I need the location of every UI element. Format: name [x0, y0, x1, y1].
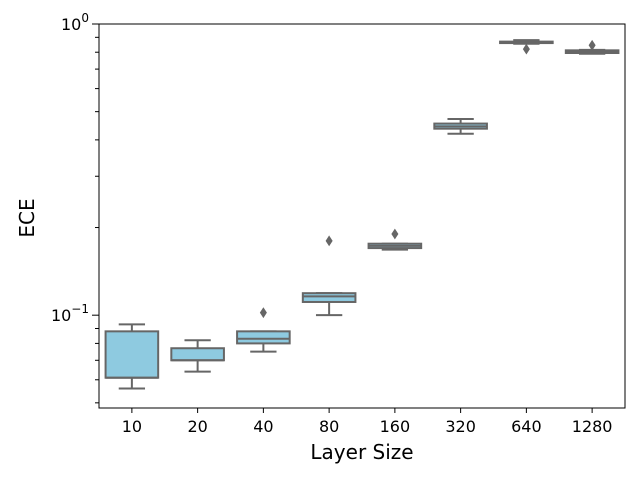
- outlier-marker: [391, 228, 399, 240]
- x-tick-label: 1280: [572, 417, 613, 436]
- box-group-40: [236, 307, 291, 353]
- box-group-10: [104, 323, 160, 390]
- x-tick-label: 640: [511, 417, 542, 436]
- box-iqr: [170, 347, 225, 362]
- box-iqr: [236, 330, 291, 345]
- box-group-1280: [564, 39, 620, 55]
- box-group-320: [433, 117, 488, 135]
- x-tick-label: 80: [319, 417, 339, 436]
- box-group-160: [367, 228, 423, 251]
- plot-frame: [98, 23, 626, 409]
- x-axis-label: Layer Size: [310, 440, 413, 464]
- x-tick-label: 20: [187, 417, 207, 436]
- axes-layer: 10 20 40 80 160 320 640 1280 10−1 100: [51, 11, 626, 436]
- x-tick-label: 160: [380, 417, 411, 436]
- box-group-80: [301, 235, 357, 317]
- outlier-marker: [522, 43, 530, 55]
- box-group-20: [170, 339, 225, 373]
- box-group-640: [499, 39, 554, 55]
- outlier-marker: [325, 235, 333, 247]
- box-iqr: [104, 330, 160, 379]
- x-tick-label: 320: [445, 417, 476, 436]
- outlier-marker: [259, 307, 267, 319]
- box-iqr: [301, 292, 357, 303]
- y-tick-label: 100: [61, 11, 89, 34]
- y-tick-label: 10−1: [51, 302, 89, 325]
- x-tick-label: 10: [122, 417, 142, 436]
- boxes-layer: [104, 39, 620, 390]
- x-tick-label: 40: [253, 417, 273, 436]
- y-axis-label: ECE: [15, 198, 39, 237]
- outlier-marker: [588, 39, 596, 51]
